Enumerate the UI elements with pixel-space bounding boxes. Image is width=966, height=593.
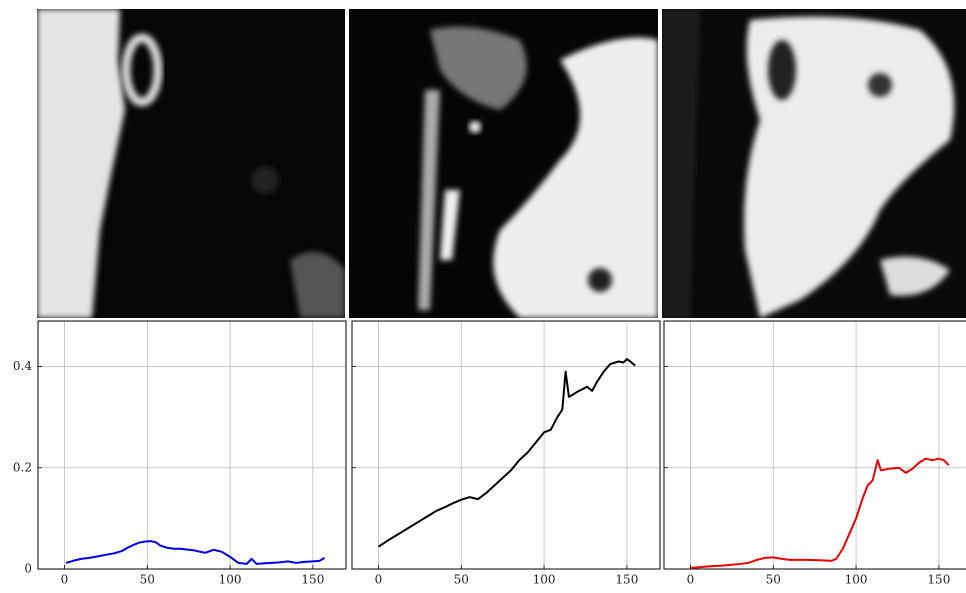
x-tick-label: 50 bbox=[140, 573, 155, 587]
x-tick-label: 0 bbox=[687, 573, 695, 587]
x-tick-label: 100 bbox=[845, 573, 868, 587]
plot-frame bbox=[663, 320, 966, 570]
x-tick-label: 0 bbox=[375, 573, 383, 587]
data-line bbox=[65, 540, 325, 565]
plot-frame bbox=[351, 320, 661, 570]
image-panel bbox=[349, 9, 658, 318]
data-line bbox=[690, 457, 950, 569]
y-tick-label: 0 bbox=[24, 562, 32, 576]
x-tick-label: 50 bbox=[766, 573, 781, 587]
y-tick-label: 0.2 bbox=[13, 460, 32, 474]
image-panel bbox=[37, 9, 345, 318]
x-tick-label: 100 bbox=[219, 573, 242, 587]
x-tick-label: 50 bbox=[454, 573, 469, 587]
plot-frame bbox=[37, 320, 347, 570]
x-tick-label: 0 bbox=[61, 573, 69, 587]
x-tick-label: 100 bbox=[533, 573, 556, 587]
x-tick-label: 150 bbox=[615, 573, 638, 587]
image-panel bbox=[662, 9, 966, 318]
y-tick-label: 0.4 bbox=[13, 359, 32, 373]
charts: 0 50 100 150 0 0.2 0.4 0 50 100 150 0 50 100 150 bbox=[13, 320, 966, 587]
x-tick-label: 150 bbox=[301, 573, 324, 587]
data-line bbox=[377, 357, 636, 548]
x-tick-label: 150 bbox=[927, 573, 950, 587]
